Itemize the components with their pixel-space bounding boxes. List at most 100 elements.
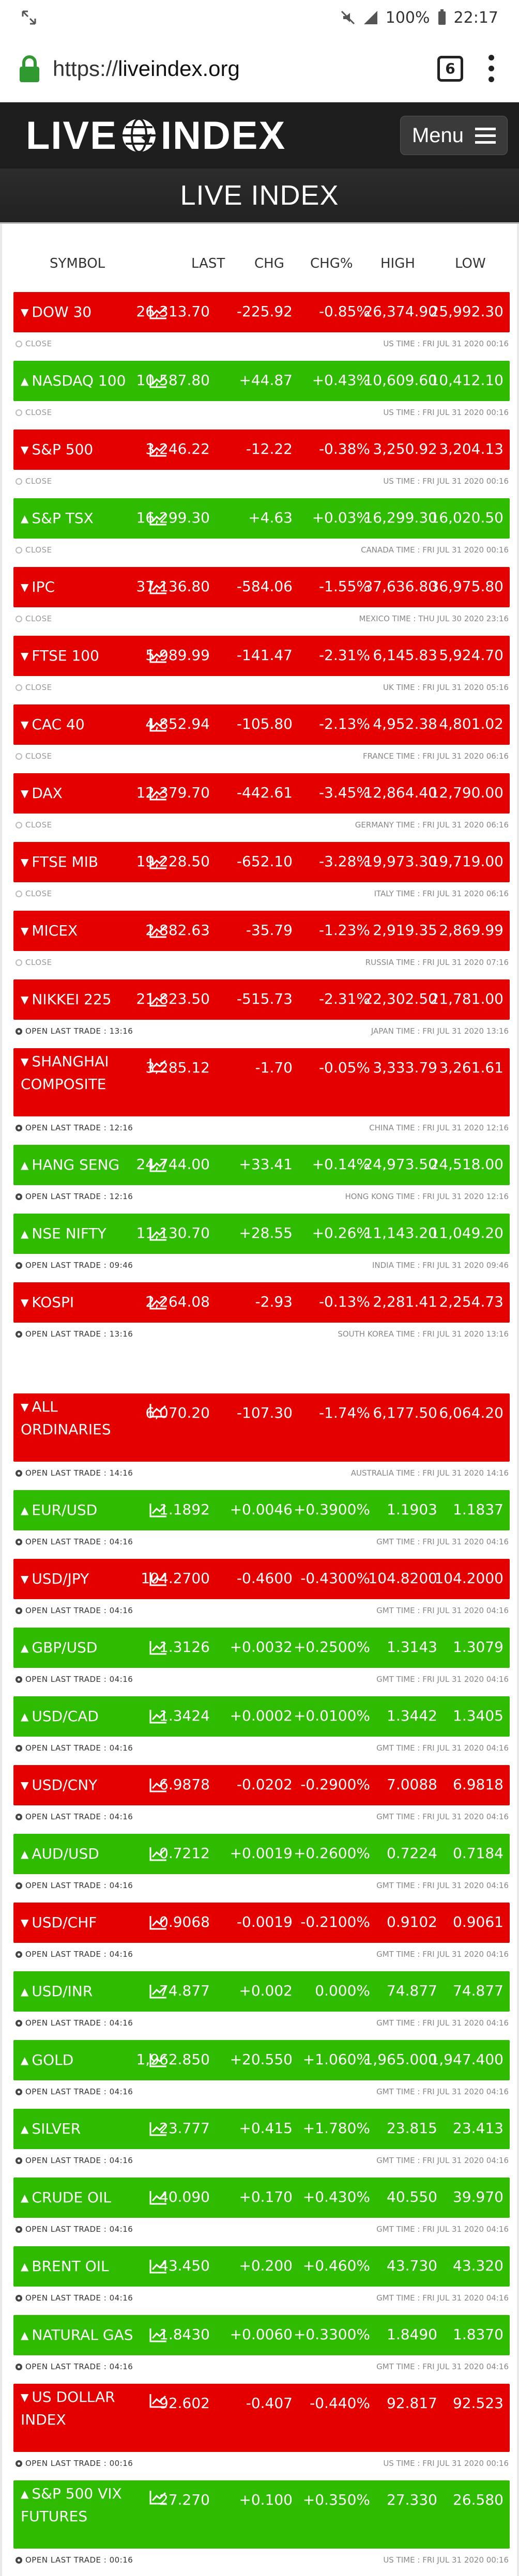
index-row[interactable]: ▼ SHANGHAI COMPOSITE 3,285.12 -1.70 -0.05% 3,3… [13, 1048, 510, 1116]
chart-icon[interactable] [149, 1984, 167, 1999]
index-row[interactable]: ▼ KOSPI 2,264.08 -2.93 -0.13% 2,281.41 2,254.7… [13, 1282, 510, 1323]
chart-icon[interactable] [149, 2052, 167, 2068]
chart-icon[interactable] [149, 1157, 167, 1173]
chart-icon[interactable] [149, 992, 167, 1007]
chart-icon[interactable] [149, 442, 167, 457]
browser-address-bar[interactable]: https://liveindex.org 6 [0, 35, 519, 102]
menu-button[interactable]: Menu [400, 116, 508, 155]
index-symbol[interactable]: ▼ MICEX [21, 919, 78, 942]
chart-icon[interactable] [149, 1295, 167, 1310]
index-row[interactable]: ▲ USD/INR 74.877 +0.002 0.000% 74.877 74.877 [13, 1971, 510, 2012]
chart-icon[interactable] [149, 1777, 167, 1793]
chart-icon[interactable] [149, 1640, 167, 1655]
index-row[interactable]: ▼ IPC 37,136.80 -584.06 -1.55% 37,636.80 36,97… [13, 567, 510, 607]
chart-icon[interactable] [149, 2259, 167, 2274]
index-symbol[interactable]: ▲ USD/CAD [21, 1705, 99, 1728]
index-symbol[interactable]: ▲ CRUDE OIL [21, 2186, 111, 2209]
chart-icon[interactable] [149, 1915, 167, 1930]
chart-icon[interactable] [149, 2393, 167, 2409]
index-symbol[interactable]: ▼ SHANGHAI COMPOSITE [21, 1050, 109, 1096]
browser-menu-icon[interactable] [488, 55, 494, 82]
index-symbol[interactable]: ▼ FTSE 100 [21, 645, 99, 667]
index-symbol[interactable]: ▲ NASDAQ 100 [21, 370, 126, 392]
index-row[interactable]: ▼ DAX 12,379.70 -442.61 -3.45% 12,864.40 12,79… [13, 773, 510, 814]
url-text[interactable]: https://liveindex.org [53, 56, 437, 81]
chart-icon[interactable] [149, 304, 167, 320]
chart-icon[interactable] [149, 717, 167, 732]
index-row[interactable]: ▼ US DOLLAR INDEX 92.602 -0.407 -0.440% 92.817… [13, 2384, 510, 2452]
index-symbol[interactable]: ▼ USD/JPY [21, 1568, 89, 1590]
index-symbol[interactable]: ▲ USD/INR [21, 1980, 93, 2003]
index-symbol[interactable]: ▲ S&P 500 VIX FUTURES [21, 2482, 122, 2528]
chart-icon[interactable] [149, 786, 167, 801]
index-symbol[interactable]: ▲ HANG SENG [21, 1154, 119, 1176]
chart-icon[interactable] [149, 923, 167, 939]
index-symbol[interactable]: ▼ FTSE MIB [21, 851, 98, 873]
index-symbol[interactable]: ▼ DAX [21, 782, 63, 805]
index-symbol[interactable]: ▲ GBP/USD [21, 1636, 97, 1659]
index-symbol[interactable]: ▲ SILVER [21, 2118, 81, 2140]
chart-icon[interactable] [149, 1403, 167, 1418]
index-row[interactable]: ▲ S&P 500 VIX FUTURES 27.270 +0.100 +0.350% 27… [13, 2480, 510, 2549]
index-row[interactable]: ▲ GOLD 1,962.850 +20.550 +1.060% 1,965.000 1,9… [13, 2040, 510, 2080]
chart-icon[interactable] [149, 2190, 167, 2205]
index-row[interactable]: ▼ FTSE 100 5,989.99 -141.47 -2.31% 6,145.83 5,… [13, 636, 510, 676]
index-row[interactable]: ▲ AUD/USD 0.7212 +0.0019 +0.2600% 0.7224 0.718… [13, 1834, 510, 1874]
chart-icon[interactable] [149, 854, 167, 870]
index-row[interactable]: ▼ USD/JPY 104.2700 -0.4600 -0.4300% 104.8200 1… [13, 1559, 510, 1599]
index-symbol[interactable]: ▲ S&P TSX [21, 507, 94, 530]
index-row[interactable]: ▼ CAC 40 4,852.94 -105.80 -2.13% 4,952.38 4,80… [13, 704, 510, 745]
index-row[interactable]: ▲ NASDAQ 100 10,587.80 +44.87 +0.43% 10,609.6… [13, 361, 510, 401]
index-symbol[interactable]: ▲ AUD/USD [21, 1843, 99, 1865]
index-row[interactable]: ▲ EUR/USD 1.1892 +0.0046 +0.3900% 1.1903 1.183… [13, 1490, 510, 1530]
index-symbol[interactable]: ▲ EUR/USD [21, 1499, 97, 1522]
index-symbol[interactable]: ▼ US DOLLAR INDEX [21, 2386, 115, 2431]
tab-switcher-button[interactable]: 6 [437, 55, 463, 82]
index-row[interactable]: ▼ DOW 30 26,313.70 -225.92 -0.85% 26,374.90 25… [13, 292, 510, 332]
index-row[interactable]: ▼ S&P 500 3,246.22 -12.22 -0.38% 3,250.92 3,20… [13, 430, 510, 470]
index-symbol[interactable]: ▼ USD/CHF [21, 1911, 97, 1934]
value-chg: -35.79 [246, 922, 293, 939]
index-row[interactable]: ▲ BRENT OIL 43.450 +0.200 +0.460% 43.730 43.32… [13, 2246, 510, 2287]
index-symbol[interactable]: ▲ NSE NIFTY [21, 1222, 106, 1245]
index-symbol[interactable]: ▼ ALL ORDINARIES [21, 1396, 111, 1441]
chart-icon[interactable] [149, 648, 167, 664]
index-row[interactable]: ▲ NATURAL GAS 1.8430 +0.0060 +0.3300% 1.8490 1… [13, 2315, 510, 2355]
index-row[interactable]: ▼ MICEX 2,882.63 -35.79 -1.23% 2,919.35 2,869.… [13, 911, 510, 951]
index-row[interactable]: ▼ NIKKEI 225 21,823.50 -515.73 -2.31% 22,302.… [13, 979, 510, 1020]
chart-icon[interactable] [149, 1226, 167, 1241]
chart-icon[interactable] [149, 2327, 167, 2343]
index-row[interactable]: ▼ FTSE MIB 19,228.50 -652.10 -3.28% 19,973.30… [13, 842, 510, 882]
index-row[interactable]: ▲ GBP/USD 1.3126 +0.0032 +0.2500% 1.3143 1.307… [13, 1628, 510, 1668]
chart-icon[interactable] [149, 1709, 167, 1724]
chart-icon[interactable] [149, 579, 167, 595]
index-symbol[interactable]: ▼ USD/CNY [21, 1774, 97, 1797]
index-row[interactable]: ▲ CRUDE OIL 40.090 +0.170 +0.430% 40.550 39.97… [13, 2178, 510, 2218]
index-symbol[interactable]: ▼ DOW 30 [21, 301, 91, 324]
index-symbol[interactable]: ▲ NATURAL GAS [21, 2324, 133, 2347]
index-symbol[interactable]: ▲ BRENT OIL [21, 2255, 109, 2278]
chart-icon[interactable] [149, 2121, 167, 2137]
chart-icon[interactable] [149, 2490, 167, 2505]
index-row[interactable]: ▲ S&P TSX 16,299.30 +4.63 +0.03% 16,299.30 16,… [13, 498, 510, 539]
index-row[interactable]: ▲ SILVER 23.777 +0.415 +1.780% 23.815 23.413 [13, 2109, 510, 2149]
index-row[interactable]: ▲ NSE NIFTY 11,130.70 +28.55 +0.26% 11,143.20… [13, 1214, 510, 1254]
index-row[interactable]: ▲ HANG SENG 24,744.00 +33.41 +0.14% 24,973.50… [13, 1145, 510, 1185]
index-symbol[interactable]: ▼ KOSPI [21, 1291, 74, 1314]
chart-icon[interactable] [149, 1502, 167, 1518]
index-symbol[interactable]: ▼ S&P 500 [21, 438, 93, 461]
index-row[interactable]: ▼ USD/CNY 6.9878 -0.0202 -0.2900% 7.0088 6.981… [13, 1765, 510, 1805]
chart-icon[interactable] [149, 511, 167, 526]
chart-icon[interactable] [149, 373, 167, 389]
site-logo[interactable]: LIVE INDEX [26, 113, 286, 158]
chart-icon[interactable] [149, 1846, 167, 1862]
index-row[interactable]: ▼ USD/CHF 0.9068 -0.0019 -0.2100% 0.9102 0.906… [13, 1903, 510, 1943]
chart-icon[interactable] [149, 1571, 167, 1587]
index-row[interactable]: ▲ USD/CAD 1.3424 +0.0002 +0.0100% 1.3442 1.340… [13, 1696, 510, 1737]
index-symbol[interactable]: ▼ IPC [21, 576, 55, 599]
index-symbol[interactable]: ▲ GOLD [21, 2049, 73, 2072]
index-row[interactable]: ▼ ALL ORDINARIES 6,070.20 -107.30 -1.74% 6,177… [13, 1393, 510, 1462]
index-symbol[interactable]: ▼ NIKKEI 225 [21, 988, 112, 1011]
chart-icon[interactable] [149, 1057, 167, 1073]
index-symbol[interactable]: ▼ CAC 40 [21, 713, 85, 736]
